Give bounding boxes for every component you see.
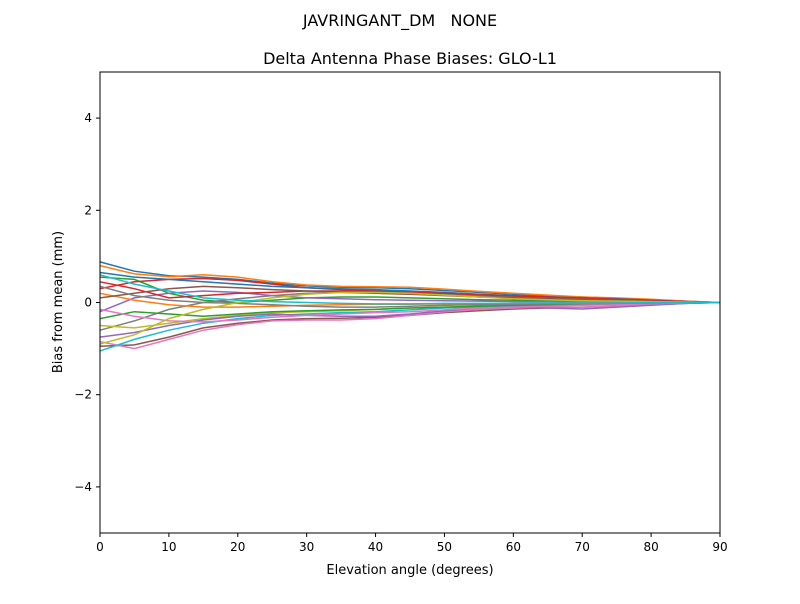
x-tick-label: 30 bbox=[299, 540, 314, 554]
x-tick-label: 40 bbox=[368, 540, 383, 554]
x-tick-label: 20 bbox=[230, 540, 245, 554]
y-axis: −4 −2 0 2 4 bbox=[74, 111, 100, 494]
y-tick-label: −2 bbox=[74, 388, 92, 402]
x-axis: 0 10 20 30 40 50 60 70 80 90 bbox=[96, 533, 728, 554]
series-lines bbox=[99, 261, 721, 352]
series-line-19 bbox=[99, 291, 721, 345]
y-tick-label: 0 bbox=[84, 296, 92, 310]
x-tick-label: 0 bbox=[96, 540, 104, 554]
x-tick-label: 70 bbox=[575, 540, 590, 554]
x-tick-label: 60 bbox=[506, 540, 521, 554]
x-axis-label: Elevation angle (degrees) bbox=[326, 563, 493, 578]
x-tick-label: 90 bbox=[712, 540, 727, 554]
series-line-20 bbox=[99, 274, 720, 305]
y-axis-label: Bias from mean (mm) bbox=[51, 231, 66, 373]
series-line-14 bbox=[99, 281, 721, 304]
series-line-5 bbox=[99, 290, 720, 313]
series-line-6 bbox=[99, 301, 721, 348]
y-tick-label: −4 bbox=[74, 480, 92, 494]
series-line-16 bbox=[99, 285, 721, 304]
x-tick-label: 50 bbox=[437, 540, 452, 554]
series-line-10 bbox=[99, 301, 721, 352]
series-line-15 bbox=[99, 301, 721, 338]
series-line-7 bbox=[99, 301, 721, 350]
y-tick-label: 4 bbox=[84, 111, 92, 125]
chart-suptitle: JAVRINGANT_DM NONE bbox=[302, 11, 497, 31]
x-tick-label: 80 bbox=[643, 540, 658, 554]
series-line-17 bbox=[99, 301, 721, 323]
x-tick-label: 10 bbox=[161, 540, 176, 554]
series-line-2 bbox=[99, 264, 721, 304]
chart-title: Delta Antenna Phase Biases: GLO-L1 bbox=[263, 49, 557, 68]
y-tick-label: 2 bbox=[84, 203, 92, 217]
